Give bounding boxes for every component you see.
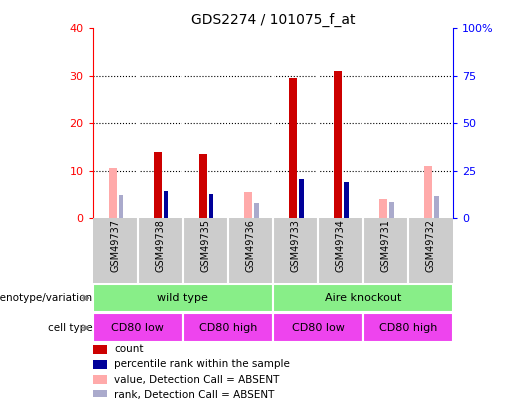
Text: GSM49737: GSM49737 bbox=[110, 220, 120, 272]
Text: count: count bbox=[114, 344, 144, 354]
Text: genotype/variation: genotype/variation bbox=[0, 293, 93, 303]
Text: GSM49734: GSM49734 bbox=[336, 220, 346, 272]
Bar bbox=[254, 203, 259, 218]
Bar bbox=[379, 199, 387, 218]
Text: value, Detection Call = ABSENT: value, Detection Call = ABSENT bbox=[114, 375, 280, 385]
Bar bbox=[199, 154, 207, 218]
Bar bbox=[183, 313, 273, 342]
Bar bbox=[109, 168, 117, 218]
Text: CD80 high: CD80 high bbox=[199, 323, 257, 333]
Bar bbox=[154, 151, 162, 218]
Bar bbox=[273, 313, 363, 342]
Bar bbox=[93, 390, 107, 399]
Bar bbox=[93, 345, 107, 354]
Bar bbox=[273, 284, 453, 312]
Title: GDS2274 / 101075_f_at: GDS2274 / 101075_f_at bbox=[191, 13, 355, 27]
Text: CD80 low: CD80 low bbox=[111, 323, 164, 333]
Text: GSM49738: GSM49738 bbox=[156, 220, 165, 272]
Bar bbox=[93, 313, 183, 342]
Bar bbox=[93, 284, 273, 312]
Bar bbox=[344, 182, 349, 218]
Bar bbox=[334, 71, 342, 218]
Bar bbox=[289, 78, 297, 218]
Bar bbox=[93, 360, 107, 369]
Text: rank, Detection Call = ABSENT: rank, Detection Call = ABSENT bbox=[114, 390, 274, 400]
Bar bbox=[389, 202, 393, 218]
Text: GSM49736: GSM49736 bbox=[246, 220, 255, 272]
Bar bbox=[93, 375, 107, 384]
Text: wild type: wild type bbox=[158, 293, 208, 303]
Bar bbox=[164, 192, 168, 218]
Bar bbox=[434, 196, 439, 218]
Text: Aire knockout: Aire knockout bbox=[325, 293, 401, 303]
Bar bbox=[209, 194, 213, 218]
Bar bbox=[363, 313, 453, 342]
Text: CD80 low: CD80 low bbox=[291, 323, 345, 333]
Text: GSM49731: GSM49731 bbox=[381, 220, 390, 272]
Text: GSM49732: GSM49732 bbox=[426, 220, 436, 272]
Text: CD80 high: CD80 high bbox=[379, 323, 437, 333]
Text: cell type: cell type bbox=[48, 323, 93, 333]
Bar bbox=[119, 195, 124, 218]
Bar bbox=[244, 192, 252, 218]
Bar bbox=[424, 166, 433, 218]
Text: GSM49735: GSM49735 bbox=[200, 220, 210, 272]
Text: percentile rank within the sample: percentile rank within the sample bbox=[114, 359, 290, 369]
Text: GSM49733: GSM49733 bbox=[290, 220, 300, 272]
Bar bbox=[299, 179, 303, 218]
